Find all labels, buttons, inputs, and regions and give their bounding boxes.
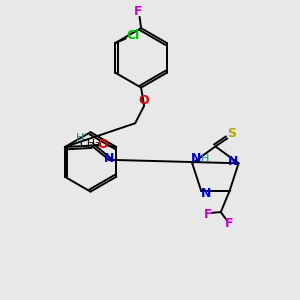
Text: CH₃: CH₃	[80, 139, 101, 149]
Text: N: N	[228, 155, 238, 168]
Text: F: F	[204, 208, 213, 221]
Text: O: O	[98, 138, 108, 151]
Text: F: F	[134, 5, 142, 18]
Text: H: H	[76, 133, 84, 143]
Text: H: H	[200, 154, 209, 164]
Text: N: N	[190, 152, 201, 165]
Text: N: N	[103, 152, 114, 165]
Text: F: F	[225, 217, 233, 230]
Text: N: N	[201, 187, 212, 200]
Text: Cl: Cl	[127, 29, 140, 42]
Text: S: S	[227, 127, 236, 140]
Text: O: O	[139, 94, 149, 107]
